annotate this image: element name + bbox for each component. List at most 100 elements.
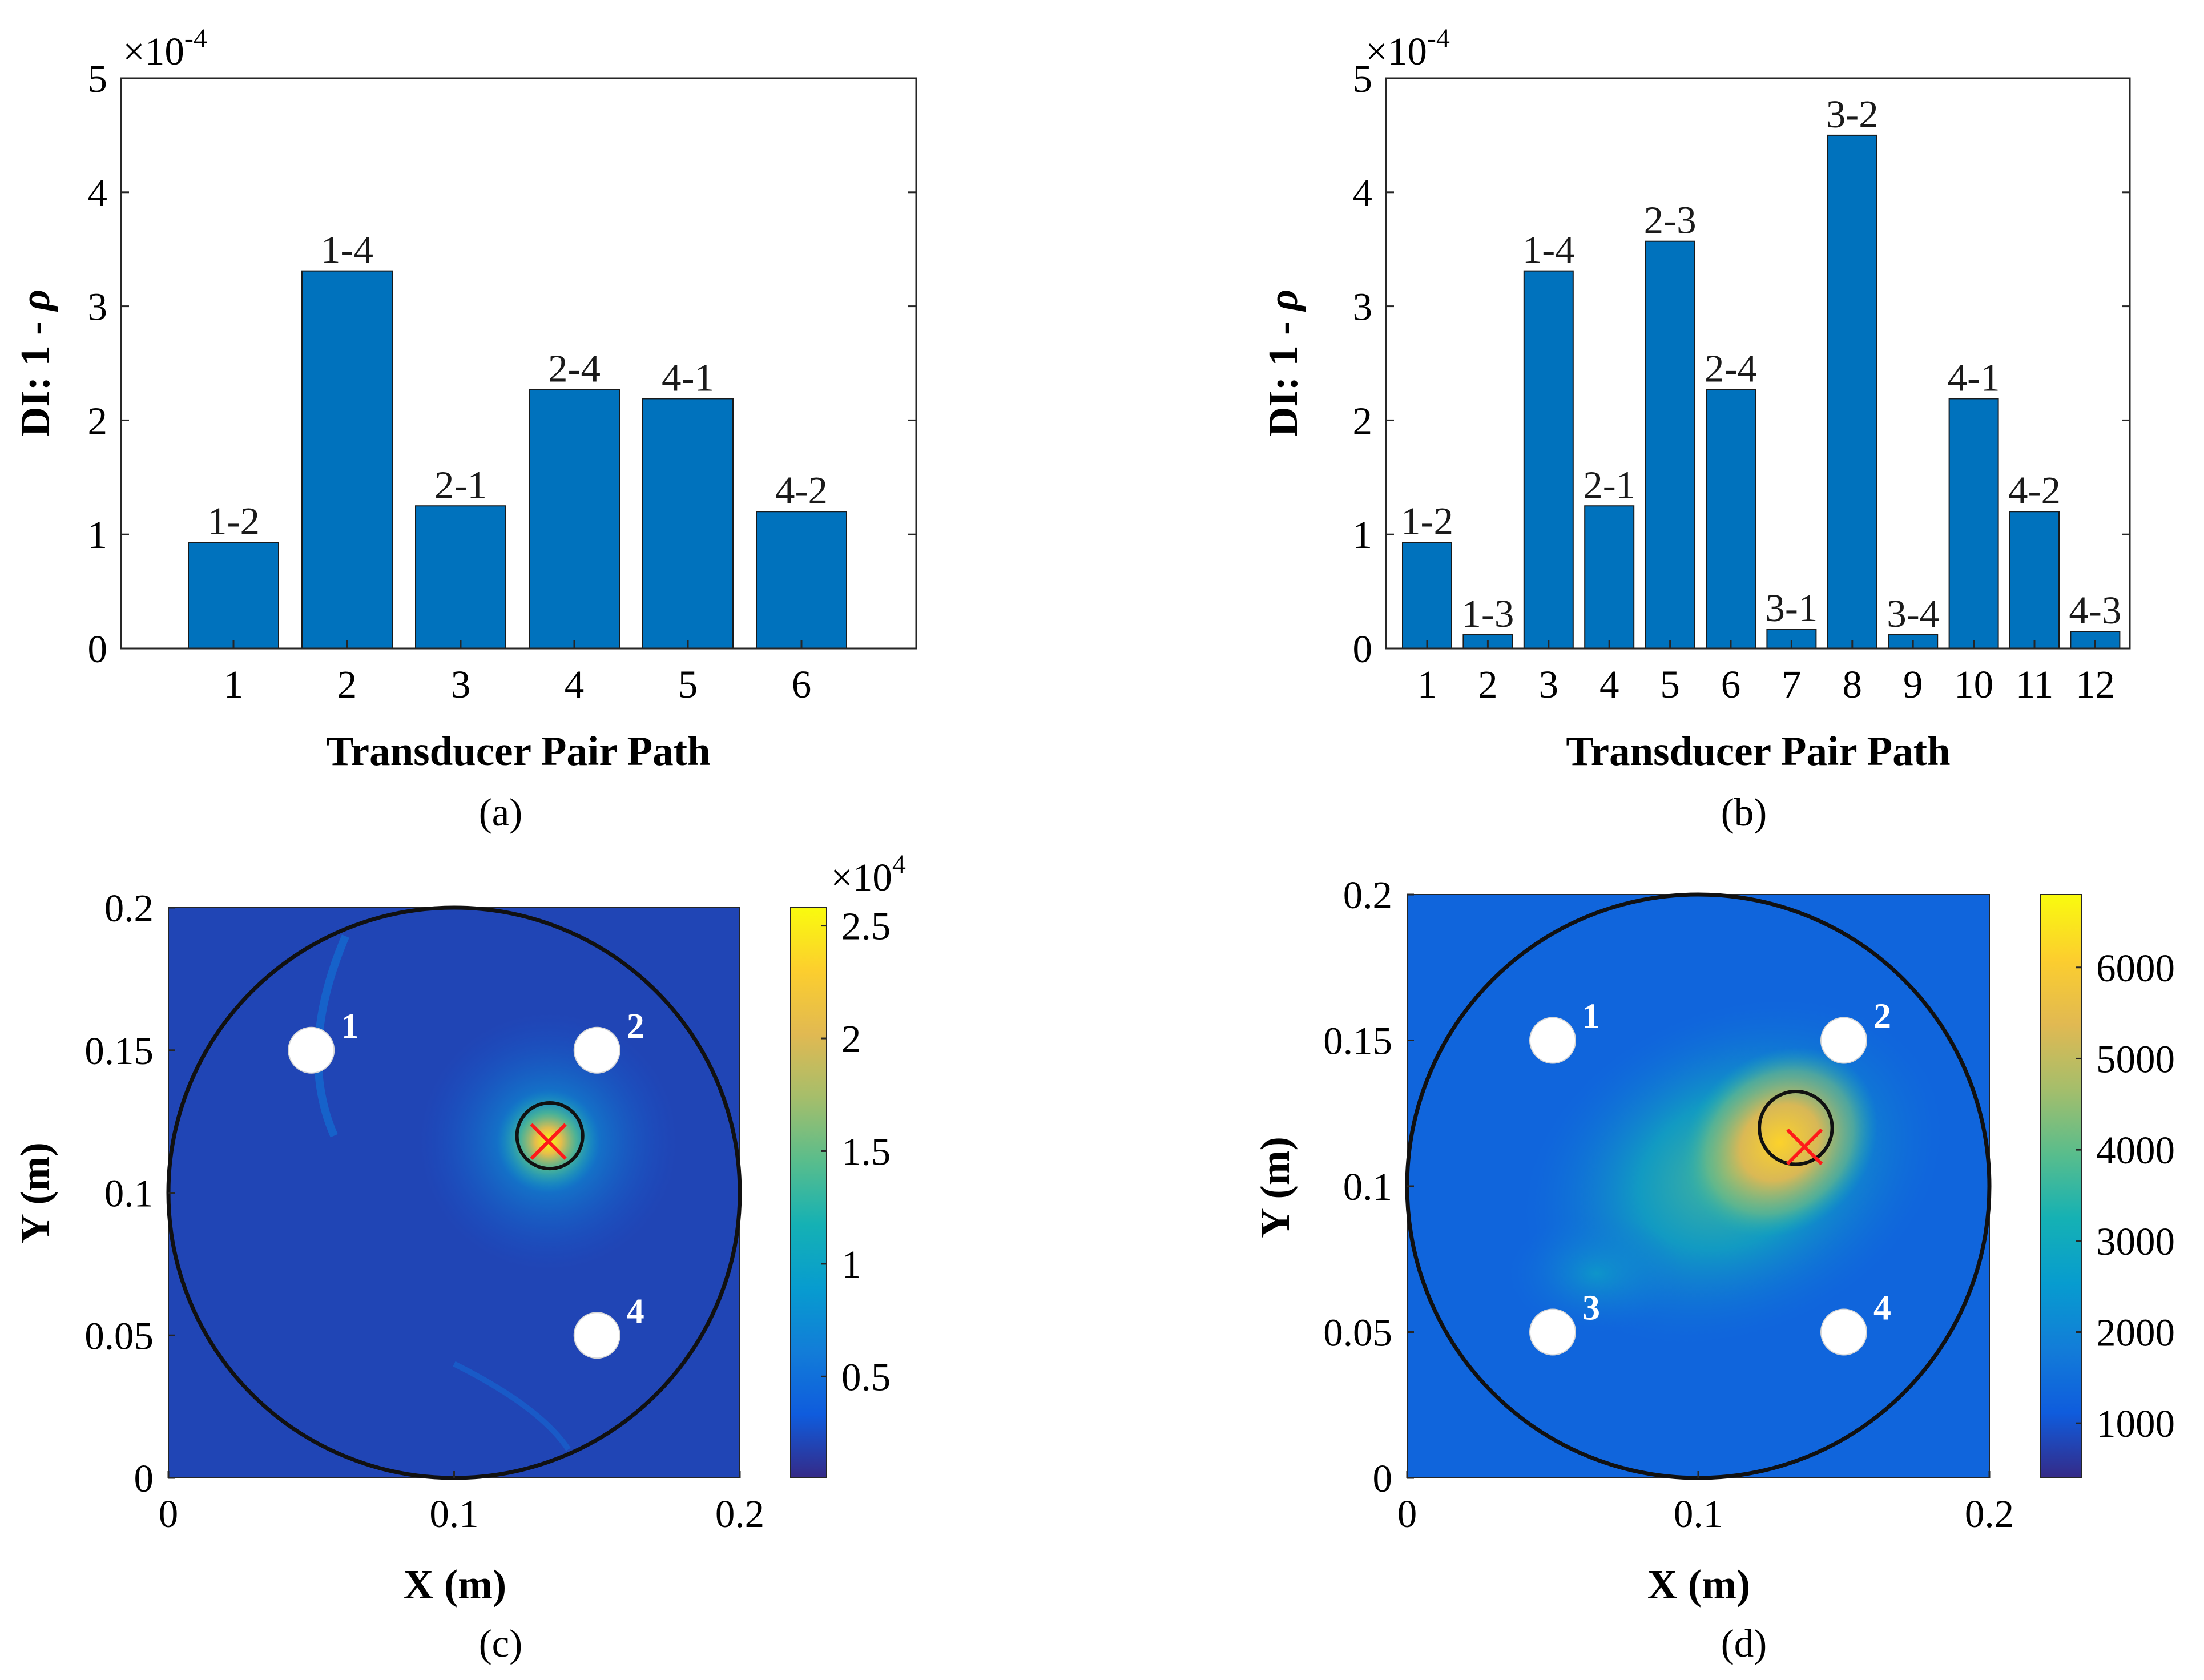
- sensor-label: 4: [1873, 1289, 1891, 1328]
- ytick-label: 5: [88, 57, 108, 100]
- xtick-label: 0.1: [1674, 1492, 1723, 1536]
- bar-label: 1-4: [321, 228, 373, 272]
- xtick-label: 1: [1417, 663, 1437, 706]
- ytick-label: 0.15: [84, 1029, 154, 1073]
- sensor-label: 1: [341, 1007, 358, 1046]
- panel-a-bar-chart: ×10-4 1-2 1-4 2-1 2-4 4-1 4-2 0 1 2 3 4 5 1 2 3 4 5 6 D…: [12, 23, 917, 834]
- sensor-4: [1820, 1308, 1867, 1356]
- estimated-location-marker: [1786, 1128, 1823, 1166]
- ytick-label: 0.15: [1323, 1020, 1392, 1063]
- panel-b-caption: (b): [1721, 791, 1767, 834]
- panel-d-caption: (d): [1721, 1622, 1767, 1665]
- panel-a-xlabel: Transducer Pair Path: [326, 728, 710, 774]
- xtick-label: 4: [1599, 663, 1619, 706]
- bar-label: 2-4: [1705, 347, 1757, 390]
- bar-5: [1645, 240, 1695, 649]
- xtick-label: 1: [224, 663, 244, 706]
- ytick-label: 0: [1353, 627, 1373, 671]
- bar-label: 2-1: [434, 463, 487, 506]
- bar-3: [1523, 270, 1574, 649]
- xtick-label: 0.2: [1965, 1492, 2014, 1536]
- ytick-label: 0: [88, 627, 108, 671]
- colorbar-tick-label: 2: [841, 1017, 861, 1061]
- bar-label: 4-1: [662, 356, 714, 399]
- xtick-label: 9: [1903, 663, 1923, 706]
- bar-label: 1-4: [1522, 228, 1575, 272]
- estimated-location-marker: [530, 1123, 567, 1160]
- colorbar-tick-label: 6000: [2096, 946, 2175, 990]
- ytick-label: 4: [88, 171, 108, 215]
- bar-label: 3-1: [1765, 586, 1818, 630]
- panel-d-heatmap: 1 2 3 4 0 0.05 0.1 0.15 0.2 0 0.1 0.2 1000 2000 300…: [1252, 873, 2175, 1665]
- xtick-label: 10: [1954, 663, 1993, 706]
- panel-b-plot-frame: [1385, 77, 2131, 650]
- panel-b-xlabel: Transducer Pair Path: [1566, 728, 1950, 774]
- xtick-label: 0.1: [429, 1492, 478, 1536]
- marker-stroke: [1786, 1128, 1823, 1166]
- bar-label: 4-1: [1948, 356, 2000, 399]
- panel-b-bar-chart: ×10-4 1-2 1-3 1-4 2-1 2-3 2-4 3-1 3-2 3-4 4-1 4-2 4…: [1260, 23, 2131, 834]
- xtick-label: 5: [1660, 663, 1680, 706]
- colorbar: [2040, 894, 2082, 1478]
- panel-a-caption: (a): [479, 791, 523, 834]
- panel-c-caption: (c): [479, 1622, 523, 1665]
- bar-6: [756, 511, 847, 649]
- xtick-label: 2: [1478, 663, 1498, 706]
- xtick-label: 0.2: [715, 1492, 764, 1536]
- panel-a-plot-frame: [120, 77, 917, 650]
- colorbar-tick-label: 2000: [2096, 1311, 2175, 1355]
- bar-6: [1706, 389, 1756, 649]
- bar-4: [1584, 505, 1635, 649]
- bar-4: [529, 389, 620, 649]
- panel-d-xlabel: X (m): [1647, 1561, 1750, 1608]
- bar-label: 4-2: [2008, 469, 2061, 512]
- panel-b-exponent: ×10-4: [1365, 23, 1450, 73]
- ytick-label: 0.2: [1343, 873, 1392, 917]
- bar-10: [1948, 398, 1999, 649]
- ytick-label: 1: [88, 513, 108, 557]
- panel-c-xlabel: X (m): [404, 1561, 506, 1608]
- bar-5: [642, 398, 734, 649]
- panel-c-heatmap: 1 24 00.050.10.150.2 0 0.1 0.2 0.511.522.5 …: [12, 849, 906, 1665]
- ytick-label: 1: [1353, 513, 1373, 557]
- colorbar-tick-label: 3000: [2096, 1220, 2175, 1263]
- colorbar-tick-label: 2.5: [841, 905, 891, 948]
- sensor-label: 4: [627, 1292, 644, 1331]
- colorbar-tick-label: 1: [841, 1243, 861, 1286]
- sensor-1: [1529, 1017, 1576, 1064]
- xtick-label: 6: [792, 663, 812, 706]
- ytick-label: 0.2: [104, 887, 154, 930]
- xtick-label: 11: [2016, 663, 2053, 706]
- xtick-label: 0: [1397, 1492, 1417, 1536]
- sensor-label: 1: [1582, 997, 1600, 1036]
- xtick-label: 0: [159, 1492, 179, 1536]
- colorbar-tick-label: 4000: [2096, 1129, 2175, 1172]
- secondary-lobe: [1509, 1215, 1684, 1332]
- bar-label: 2-3: [1644, 199, 1697, 242]
- panel-a-exponent: ×10-4: [123, 23, 207, 73]
- ytick-label: 2: [1353, 399, 1373, 442]
- ytick-label: 2: [88, 399, 108, 442]
- ytick-label: 5: [1353, 57, 1373, 100]
- xtick-label: 4: [565, 663, 585, 706]
- colorbar-tick-label: 1000: [2096, 1402, 2175, 1445]
- xtick-label: 5: [678, 663, 698, 706]
- bar-label: 1-2: [1401, 499, 1453, 543]
- xtick-label: 2: [337, 663, 357, 706]
- panel-d-ylabel: Y (m): [1252, 1137, 1298, 1238]
- sensor-label: 2: [627, 1007, 644, 1046]
- bar-label: 2-1: [1583, 463, 1635, 506]
- marker-stroke: [530, 1123, 567, 1160]
- sensor-2: [573, 1026, 620, 1074]
- ytick-label: 0.05: [84, 1314, 154, 1357]
- xtick-label: 8: [1843, 663, 1863, 706]
- bar-label: 1-3: [1461, 592, 1514, 635]
- wave-artifact: [453, 1361, 571, 1451]
- damage-circle: [1758, 1090, 1834, 1166]
- bar-2: [301, 270, 393, 649]
- xtick-label: 3: [451, 663, 471, 706]
- xtick-label: 6: [1721, 663, 1741, 706]
- colorbar-tick-label: 0.5: [841, 1355, 891, 1399]
- colorbar: [790, 907, 827, 1478]
